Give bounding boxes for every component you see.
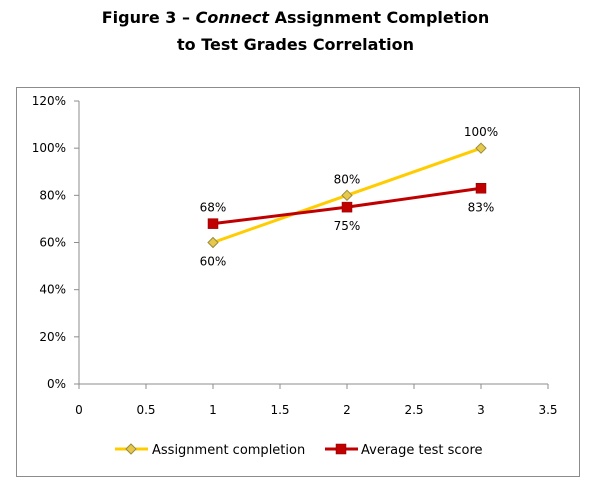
- test-data-point: [341, 201, 353, 213]
- title-prefix: Figure 3 –: [101, 8, 196, 27]
- assignment-data-label: 60%: [200, 255, 227, 269]
- legend-assignment-marker: [125, 443, 137, 455]
- chart-title-line-2: to Test Grades Correlation: [177, 35, 414, 54]
- legend-assignment-label: Assignment completion: [152, 443, 305, 458]
- assignment-data-point: [207, 236, 219, 249]
- assignment-data-label: 80%: [334, 172, 361, 186]
- legend-test-marker: [335, 443, 347, 455]
- x-tick-label: 0: [75, 403, 83, 417]
- x-tick-label: 2: [343, 403, 351, 417]
- test-data-label: 75%: [334, 219, 361, 233]
- y-tick-label: 100%: [32, 141, 66, 155]
- x-tick-label: 0.5: [136, 403, 155, 417]
- y-tick-label: 40%: [39, 283, 66, 297]
- y-tick-label: 120%: [32, 94, 66, 108]
- assignment-data-label: 100%: [464, 125, 498, 139]
- x-tick-label: 2.5: [404, 403, 423, 417]
- y-tick-label: 60%: [39, 236, 66, 250]
- chart-title-line-1: Figure 3 – Connect Assignment Completion: [0, 8, 591, 27]
- test-data-label: 83%: [468, 200, 495, 214]
- test-data-label: 68%: [200, 201, 227, 215]
- x-tick-label: 3: [477, 403, 485, 417]
- test-data-point: [475, 183, 487, 194]
- y-tick-label: 0%: [47, 377, 66, 391]
- chart-frame: [16, 87, 580, 477]
- x-tick-label: 1.5: [270, 403, 289, 417]
- assignment-data-point: [341, 189, 353, 202]
- title-suffix: Assignment Completion: [269, 8, 490, 27]
- x-tick-label: 3.5: [538, 403, 557, 417]
- y-tick-label: 80%: [39, 188, 66, 202]
- title-italic: Connect: [195, 8, 270, 27]
- test-data-point: [207, 218, 219, 229]
- x-tick-label: 1: [209, 403, 217, 417]
- y-tick-label: 20%: [39, 330, 66, 344]
- assignment-data-point: [475, 142, 487, 154]
- legend-test-label: Average test score: [361, 443, 483, 458]
